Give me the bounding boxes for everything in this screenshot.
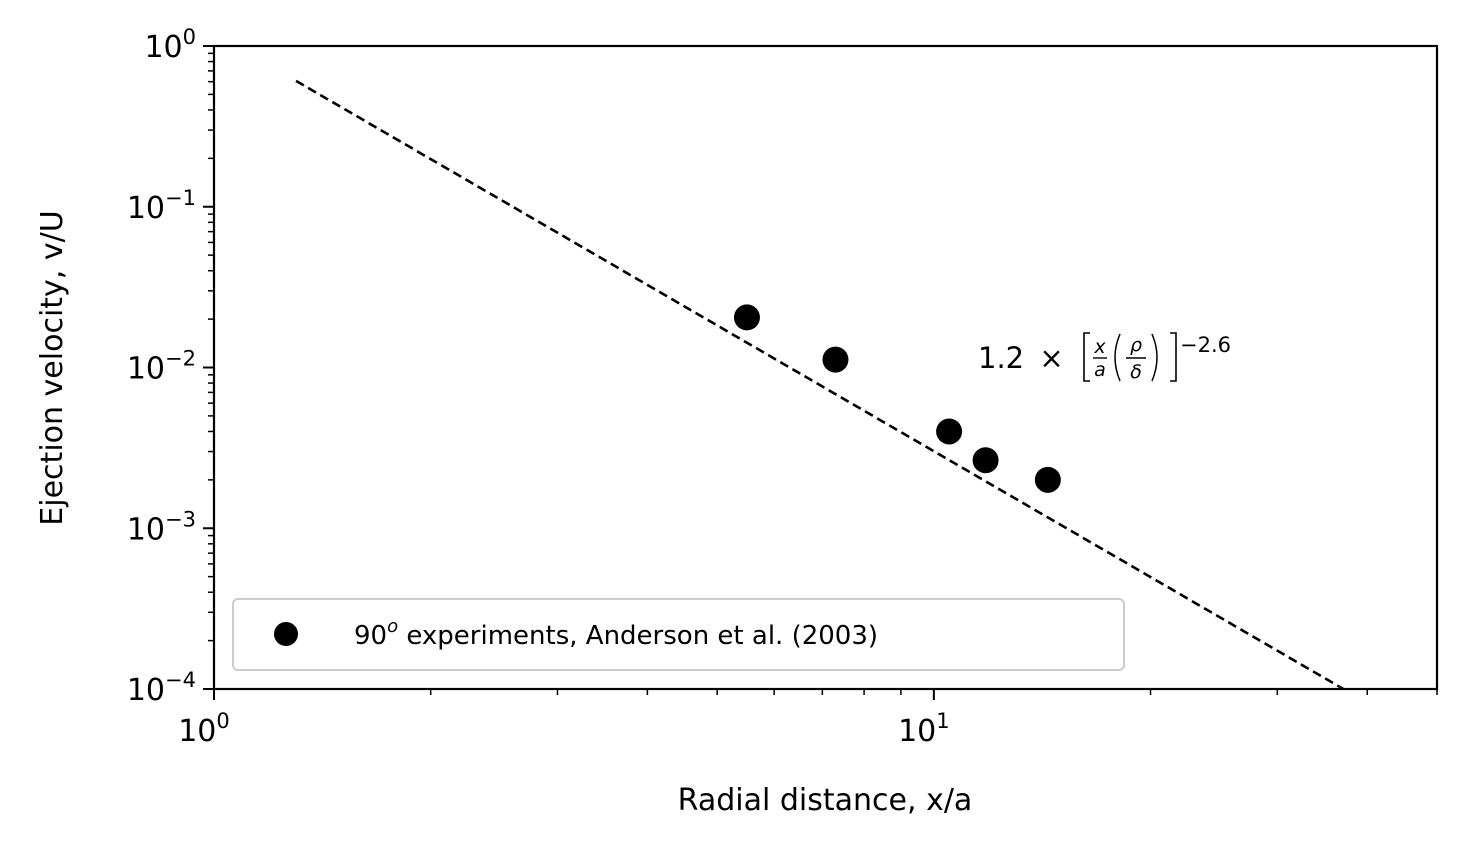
x-tick-label: 100 bbox=[178, 709, 230, 749]
y-axis-label: Ejection velocity, v/U bbox=[35, 210, 70, 525]
y-tick-label: 10−3 bbox=[127, 507, 196, 547]
annotation-frac-x: x bbox=[1093, 336, 1106, 358]
legend-box bbox=[232, 598, 1125, 671]
annotation-exponent: −2.6 bbox=[1180, 333, 1231, 357]
y-tick-label: 100 bbox=[144, 25, 196, 65]
x-axis-label: Radial distance, x/a bbox=[678, 783, 973, 818]
fit-line bbox=[295, 79, 1346, 689]
tick-labels: 100 101 100 10−1 10−2 10−3 10−4 bbox=[127, 25, 950, 749]
y-tick-label: 10−2 bbox=[127, 347, 196, 387]
annotation-frac-delta: δ bbox=[1130, 361, 1142, 383]
axis-ticks bbox=[203, 45, 1438, 700]
paren-right bbox=[1151, 333, 1158, 382]
annotation-coefficient: 1.2 bbox=[978, 341, 1024, 375]
annotation-frac-a: a bbox=[1094, 359, 1106, 381]
fit-annotation: 1.2 × x a ρ δ −2.6 bbox=[978, 332, 1231, 383]
annotation-times: × bbox=[1039, 341, 1063, 375]
legend-marker bbox=[274, 622, 298, 646]
data-point bbox=[822, 346, 849, 373]
annotation-frac-rho: ρ bbox=[1130, 334, 1142, 356]
legend-label: 90o experiments, Anderson et al. (2003) bbox=[354, 616, 878, 651]
data-point bbox=[1034, 466, 1061, 493]
bracket-left bbox=[1083, 332, 1090, 382]
data-point bbox=[972, 447, 999, 474]
y-tick-label: 10−4 bbox=[127, 668, 196, 708]
data-points bbox=[733, 304, 1061, 493]
data-point bbox=[733, 304, 760, 331]
x-tick-label: 101 bbox=[898, 709, 950, 749]
bracket-right bbox=[1170, 332, 1177, 382]
svg-text:1.2 ×: 1.2 × bbox=[978, 341, 1064, 375]
legend: 90o experiments, Anderson et al. (2003) bbox=[232, 598, 1125, 671]
data-point bbox=[936, 418, 963, 445]
y-tick-label: 10−1 bbox=[127, 186, 196, 226]
paren-left bbox=[1114, 333, 1121, 382]
